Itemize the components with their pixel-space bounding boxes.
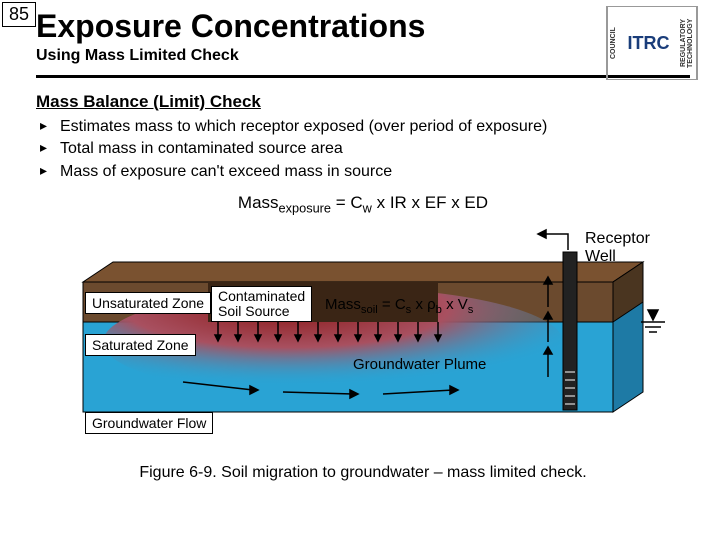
- bullet-list: Estimates mass to which receptor exposed…: [60, 116, 690, 183]
- unsaturated-zone-label: Unsaturated Zone: [85, 292, 211, 314]
- saturated-zone-label: Saturated Zone: [85, 334, 196, 356]
- logo-left: COUNCIL: [607, 7, 619, 79]
- divider: [36, 75, 690, 78]
- diagram-figure: Unsaturated Zone ContaminatedSoil Source…: [53, 222, 673, 452]
- groundwater-flow-label: Groundwater Flow: [85, 412, 213, 434]
- logo-right: REGULATORY TECHNOLOGY: [678, 7, 697, 79]
- logo-mid: ITRC: [619, 7, 678, 79]
- contaminated-source-label: ContaminatedSoil Source: [211, 286, 312, 323]
- section-heading: Mass Balance (Limit) Check: [36, 92, 690, 112]
- bullet-item: Mass of exposure can't exceed mass in so…: [60, 161, 690, 183]
- page-title: Exposure Concentrations: [36, 8, 690, 45]
- bullet-item: Estimates mass to which receptor exposed…: [60, 116, 690, 138]
- page-number: 85: [2, 2, 36, 27]
- plume-label: Groundwater Plume: [353, 356, 486, 373]
- exposure-formula: Massexposure = Cw x IR x EF x ED: [36, 193, 690, 215]
- mass-soil-formula: Masssoil = Cs x ρb x Vs: [325, 296, 473, 316]
- figure-caption: Figure 6-9. Soil migration to groundwate…: [36, 464, 690, 482]
- itrc-logo: COUNCIL ITRC REGULATORY TECHNOLOGY: [606, 6, 698, 80]
- bullet-item: Total mass in contaminated source area: [60, 138, 690, 160]
- receptor-well-label: Receptor Well: [585, 230, 673, 266]
- page-subtitle: Using Mass Limited Check: [36, 47, 690, 65]
